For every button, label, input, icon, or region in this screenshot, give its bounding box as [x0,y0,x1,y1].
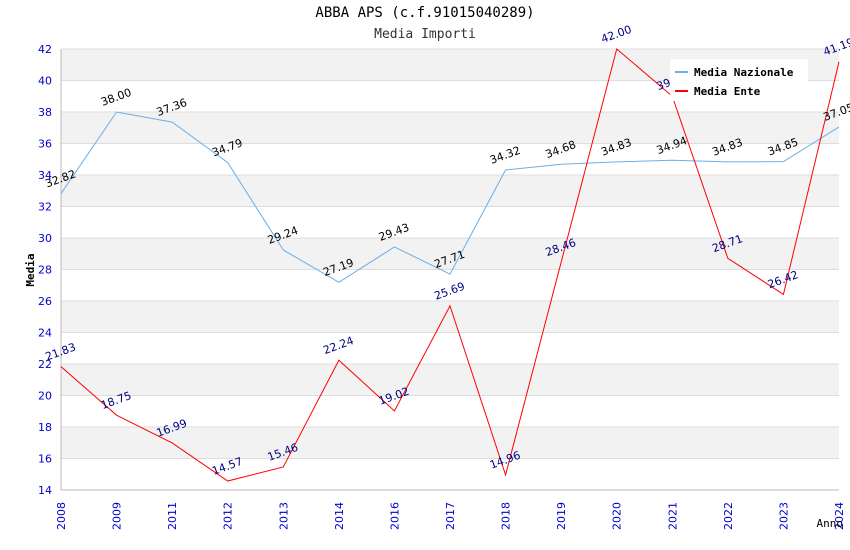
legend-label: Media Nazionale [694,66,794,79]
x-axis-title: Anno [817,517,844,530]
x-tick-label: 2022 [722,502,735,530]
data-label: 38.00 [99,86,133,109]
x-tick-label: 2020 [611,502,624,530]
y-tick-label: 30 [38,232,52,245]
x-tick-label: 2019 [555,502,568,530]
data-label: 26.42 [766,268,800,291]
y-tick-label: 42 [38,43,52,56]
grid-band [61,364,839,396]
grid-band [61,112,839,144]
data-label: 25.69 [433,280,467,303]
grid-band [61,175,839,207]
y-tick-label: 20 [38,390,52,403]
y-tick-label: 38 [38,106,52,119]
y-tick-label: 36 [38,138,52,151]
data-label: 34.32 [488,144,522,167]
y-tick-label: 26 [38,295,52,308]
y-axis-title: Media [24,253,37,286]
data-label: 22.24 [321,334,355,357]
y-tick-label: 28 [38,264,52,277]
x-tick-label: 2016 [388,502,401,530]
x-tick-label: 2013 [277,502,290,530]
y-tick-label: 40 [38,75,52,88]
x-tick-label: 2011 [166,502,179,530]
y-tick-label: 16 [38,453,52,466]
y-tick-label: 18 [38,421,52,434]
x-tick-label: 2008 [55,502,68,530]
x-tick-label: 2009 [111,502,124,530]
y-tick-label: 32 [38,201,52,214]
x-tick-label: 2021 [666,502,679,530]
x-tick-label: 2023 [777,502,790,530]
y-tick-label: 14 [38,484,52,497]
x-tick-label: 2018 [500,502,513,530]
x-tick-label: 2017 [444,502,457,530]
data-label: 42.00 [599,23,633,46]
legend-label: Media Ente [694,85,761,98]
x-tick-label: 2012 [222,502,235,530]
x-tick-label: 2014 [333,502,346,530]
y-tick-label: 24 [38,327,52,340]
